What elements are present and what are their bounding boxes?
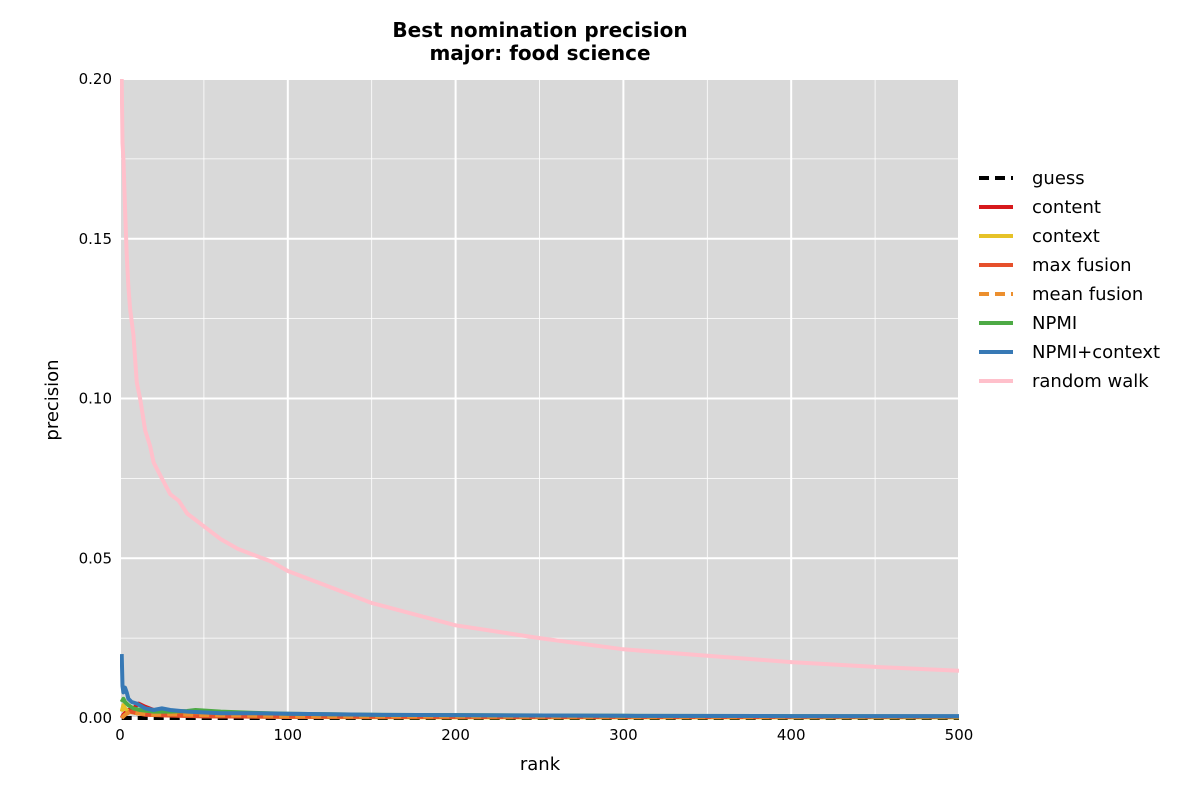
y-tick-label: 0.15 xyxy=(79,230,112,248)
legend-label: context xyxy=(1032,226,1100,247)
series-lines xyxy=(120,79,959,720)
legend: guess content context max fusion mean fusion… xyxy=(979,168,1160,392)
x-tick-label: 100 xyxy=(273,726,302,744)
y-tick-label: 0.20 xyxy=(79,70,112,88)
legend-label: max fusion xyxy=(1032,255,1131,276)
legend-label: guess xyxy=(1032,168,1085,189)
series-line-npmi-context xyxy=(120,654,959,719)
y-tick-label: 0.05 xyxy=(79,549,112,567)
x-axis-label: rank xyxy=(520,754,561,775)
x-tick-label: 400 xyxy=(777,726,806,744)
chart-title: Best nomination precision xyxy=(392,18,687,42)
y-tick-label: 0.00 xyxy=(79,709,112,727)
legend-label: NPMI xyxy=(1032,313,1077,334)
y-tick-label: 0.10 xyxy=(79,390,112,408)
x-tick-label: 200 xyxy=(441,726,470,744)
legend-label: mean fusion xyxy=(1032,284,1143,305)
axis-ticks: 0 100 200 300 400 500 0.00 0.05 0.10 0.15 0.20 xyxy=(79,70,974,744)
legend-label: random walk xyxy=(1032,371,1149,392)
y-axis-label: precision xyxy=(42,359,63,440)
x-tick-label: 300 xyxy=(609,726,638,744)
x-tick-label: 500 xyxy=(945,726,974,744)
legend-label: content xyxy=(1032,197,1101,218)
x-tick-label: 0 xyxy=(115,726,125,744)
grid xyxy=(119,78,960,719)
chart-subtitle: major: food science xyxy=(429,41,650,65)
series-line-random-walk xyxy=(120,79,959,673)
legend-label: NPMI+context xyxy=(1032,342,1160,363)
